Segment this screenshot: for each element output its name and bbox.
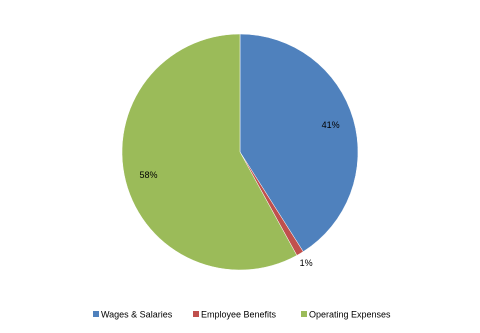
legend-label: Operating Expenses [309,309,391,319]
pie-slice [121,33,298,271]
legend-label: Employee Benefits [201,309,277,319]
legend-swatch [93,311,99,317]
legend-swatch [193,311,199,317]
data-label: 41% [322,120,340,130]
data-label: 1% [300,258,313,268]
pie-slice [239,33,359,252]
legend-swatch [301,311,307,317]
legend-label: Wages & Salaries [101,309,173,319]
data-label: 58% [140,170,158,180]
